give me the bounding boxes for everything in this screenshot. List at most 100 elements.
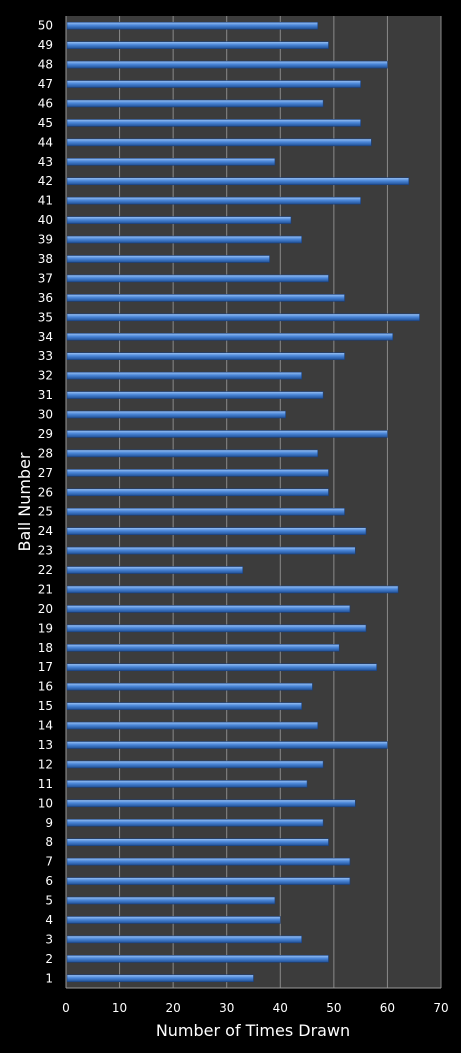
x-tick-label: 10 [112,1001,127,1015]
bars [66,21,420,983]
bar [66,235,303,244]
y-tick-label: 1 [45,971,53,985]
bar [66,430,388,438]
y-tick-label: 46 [38,96,53,110]
bar [66,702,303,710]
bar [66,294,345,302]
bar [66,352,345,361]
y-tick-label: 38 [38,252,53,266]
y-tick-label: 8 [45,835,53,849]
y-tick-label: 13 [38,738,53,752]
bar [66,177,410,186]
y-tick-label: 21 [38,582,53,596]
y-axis-label: Ball Number [15,452,34,551]
bar [66,158,276,166]
y-tick-label: 34 [38,330,53,344]
y-tick-label: 35 [38,310,53,324]
y-tick-label: 49 [38,38,53,52]
y-tick-label: 40 [38,213,53,227]
bar [66,391,324,399]
x-axis-label: Number of Times Drawn [156,1021,350,1040]
y-tick-label: 31 [38,388,53,402]
y-tick-label: 47 [38,77,53,91]
bar [66,216,292,224]
y-tick-labels: 1234567891011121314151617181920212223242… [38,19,53,986]
y-tick-label: 27 [38,466,53,480]
bar [66,255,270,263]
bar [66,955,329,963]
y-tick-label: 6 [45,874,53,888]
y-tick-label: 48 [38,58,53,72]
y-tick-label: 43 [38,155,53,169]
x-tick-label: 20 [166,1001,181,1015]
bar [66,624,367,633]
bar [66,469,329,477]
bar [66,799,356,808]
y-tick-label: 19 [38,621,53,635]
bar [66,741,388,749]
bar [66,80,361,88]
x-tick-label: 70 [433,1001,448,1015]
x-tick-label: 50 [326,1001,341,1015]
bar [66,663,378,672]
bar [66,313,420,322]
y-tick-label: 9 [45,816,53,830]
bar [66,682,313,691]
y-tick-label: 17 [38,660,53,674]
y-tick-label: 23 [38,544,53,558]
bar [66,138,372,147]
bar [66,449,319,458]
y-tick-label: 15 [38,699,53,713]
bar [66,896,276,905]
bar [66,332,394,341]
bar [66,21,319,30]
y-tick-label: 28 [38,446,53,460]
bar [66,760,324,769]
y-tick-label: 5 [45,894,53,908]
x-tick-label: 40 [273,1001,288,1015]
bar [66,818,324,827]
y-tick-label: 29 [38,427,53,441]
bar [66,857,351,866]
bar [66,371,303,380]
bar [66,507,345,516]
bar [66,916,281,924]
y-tick-label: 50 [38,19,53,33]
bar [66,41,329,49]
x-tick-label: 60 [380,1001,395,1015]
y-tick-label: 11 [38,777,53,791]
y-tick-label: 26 [38,485,53,499]
y-tick-label: 14 [38,719,53,733]
y-tick-label: 10 [38,796,53,810]
y-tick-label: 42 [38,174,53,188]
bar [66,935,303,944]
bar [66,546,356,555]
bar [66,566,244,574]
bar [66,488,329,497]
bar [66,99,324,108]
x-tick-labels: 0 10 20 30 40 50 60 70 [62,1001,448,1015]
x-tick-label: 30 [219,1001,234,1015]
y-tick-label: 33 [38,349,53,363]
y-tick-label: 25 [38,505,53,519]
bar [66,780,308,788]
bar [66,974,254,983]
y-tick-label: 3 [45,932,53,946]
y-tick-label: 7 [45,855,53,869]
y-tick-label: 41 [38,194,53,208]
y-tick-label: 44 [38,135,53,149]
y-tick-label: 22 [38,563,53,577]
y-tick-label: 37 [38,271,53,285]
y-tick-label: 32 [38,369,53,383]
bar [66,643,340,652]
bar [66,60,388,69]
y-tick-label: 30 [38,408,53,422]
bar [66,527,367,535]
bar [66,585,399,594]
x-tick-label: 0 [62,1001,70,1015]
bar [66,274,329,283]
y-tick-label: 16 [38,680,53,694]
bar [66,119,361,127]
bar [66,196,361,205]
